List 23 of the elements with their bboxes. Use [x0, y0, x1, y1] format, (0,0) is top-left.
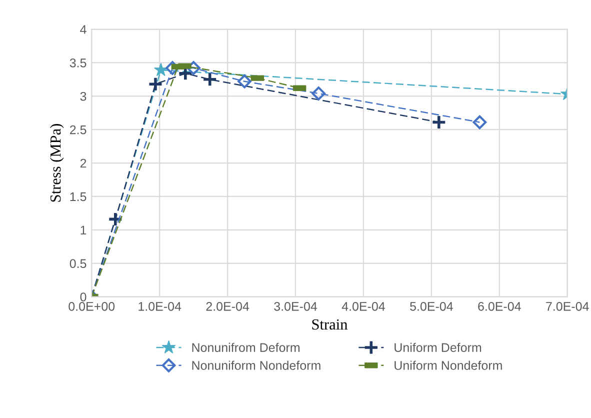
y-tick-label: 4	[80, 25, 86, 34]
legend-label: Uniform Nondeform	[394, 360, 502, 370]
y-tick-label: 3	[80, 92, 86, 101]
x-tick-label: 2.0E-04	[206, 302, 250, 311]
x-tick-label: 6.0E-04	[478, 302, 521, 311]
y-axis-title: Stress (MPa)	[50, 124, 64, 202]
y-tick-label: 2	[80, 158, 86, 168]
x-tick-label: 7.0E-04	[546, 302, 589, 311]
y-tick-label: 1	[80, 226, 86, 234]
legend-label: Nonunifrom Deform	[192, 342, 300, 352]
y-tick-label: 3.5	[70, 58, 86, 68]
y-tick-label: 0	[80, 292, 86, 302]
x-tick-label: 1.0E-04	[138, 302, 182, 311]
x-tick-label: 0.0E+00	[68, 302, 115, 311]
x-tick-label: 4.0E-04	[342, 302, 385, 311]
x-tick-label: 3.0E-04	[274, 302, 318, 311]
y-tick-label: 2.5	[70, 125, 86, 134]
legend-label: Nonuniform Nondeform	[192, 360, 320, 370]
x-tick-label: 5.0E-04	[410, 302, 453, 311]
y-tick-label: 1.5	[70, 192, 86, 202]
y-tick-label: 0.5	[70, 259, 86, 268]
legend-label: Uniform Deform	[394, 342, 482, 352]
x-axis-title: Strain	[312, 319, 348, 330]
